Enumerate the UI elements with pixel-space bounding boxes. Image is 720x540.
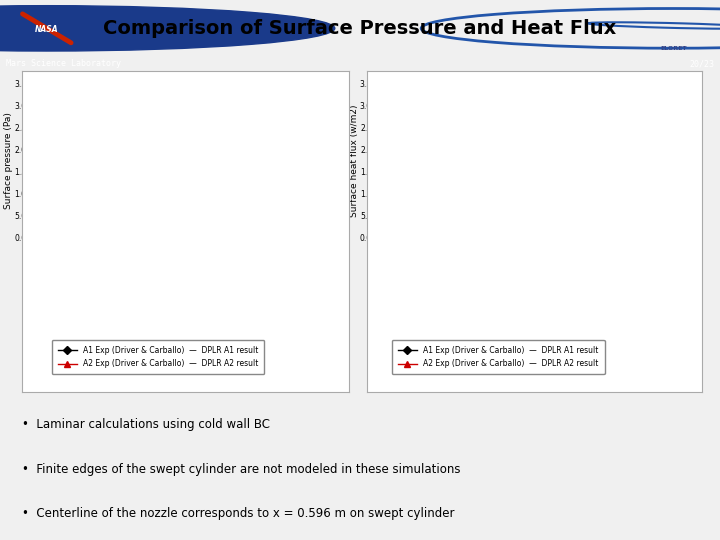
Point xyxy=(279,188,291,197)
X-axis label: x (m): x (m) xyxy=(179,261,206,271)
Point xyxy=(165,146,176,155)
Legend: A1 Exp (Driver & Carballo)  —  DPLR A1 result, A2 Exp (Driver & Carballo)  —  DP: A1 Exp (Driver & Carballo) — DPLR A1 res… xyxy=(52,340,264,374)
Text: •  Finite edges of the swept cylinder are not modeled in these simulations: • Finite edges of the swept cylinder are… xyxy=(22,463,460,476)
Text: ELORET: ELORET xyxy=(660,46,686,51)
Text: NASA: NASA xyxy=(35,25,58,34)
Point xyxy=(226,141,238,150)
Legend: A1 Exp (Driver & Carballo)  —  DPLR A1 result, A2 Exp (Driver & Carballo)  —  DP: A1 Exp (Driver & Carballo) — DPLR A1 res… xyxy=(392,340,605,374)
Circle shape xyxy=(0,6,335,51)
Text: 20/23: 20/23 xyxy=(689,59,714,69)
X-axis label: x (m): x (m) xyxy=(525,261,552,271)
Point xyxy=(279,168,291,177)
Point xyxy=(226,164,238,172)
Text: Mars Science Laboratory: Mars Science Laboratory xyxy=(6,59,121,69)
Text: Comparison of Surface Pressure and Heat Flux: Comparison of Surface Pressure and Heat … xyxy=(104,19,616,38)
Text: •  Centerline of the nozzle corresponds to x = 0.596 m on swept cylinder: • Centerline of the nozzle corresponds t… xyxy=(22,508,454,521)
Point xyxy=(165,114,176,123)
Text: •  Laminar calculations using cold wall BC: • Laminar calculations using cold wall B… xyxy=(22,418,269,431)
Y-axis label: Surface heat flux (w/m2): Surface heat flux (w/m2) xyxy=(349,104,359,217)
FancyArrowPatch shape xyxy=(22,14,71,43)
Y-axis label: Surface pressure (Pa): Surface pressure (Pa) xyxy=(4,112,13,209)
